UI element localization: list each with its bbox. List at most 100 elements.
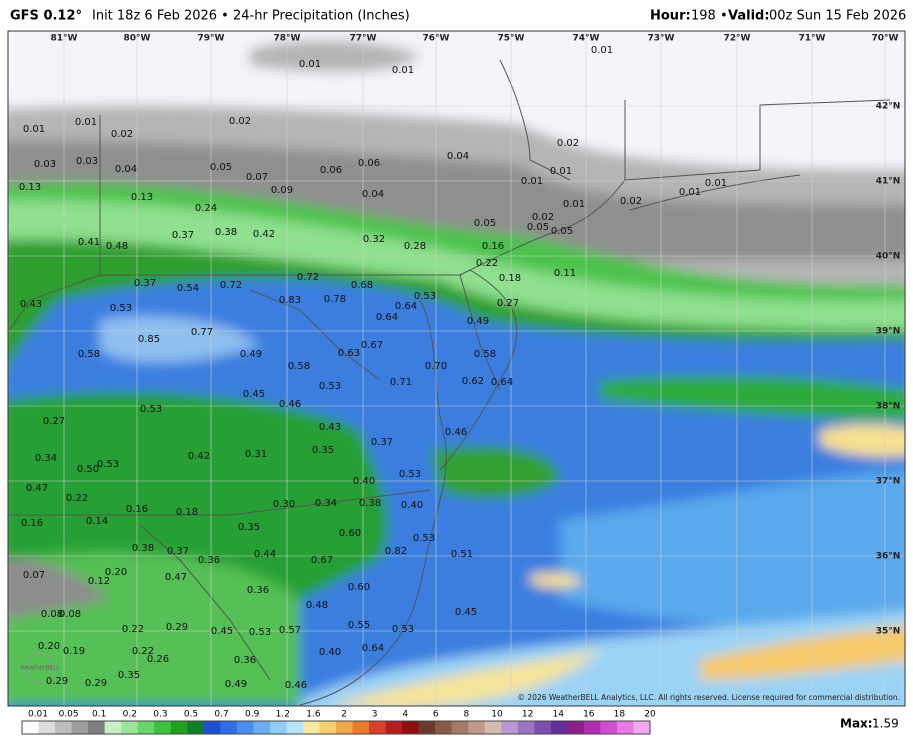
colorbar-swatch [104,721,122,734]
colorbar-swatch [501,721,519,734]
precip-value: 0.62 [462,376,484,387]
colorbar-swatch [203,721,221,734]
precip-value: 0.53 [413,533,435,544]
precip-value: 0.26 [147,654,169,665]
colorbar-swatch [567,721,585,734]
precip-value: 0.47 [26,483,48,494]
colorbar-swatch [236,721,254,734]
colorbar-swatch [154,721,172,734]
colorbar-tick-label: 4 [402,710,408,720]
longitude-label: 77°W [350,34,377,44]
precip-value: 0.05 [210,162,232,173]
precip-value: 0.34 [315,498,337,509]
longitude-label: 80°W [124,34,151,44]
longitude-label: 81°W [51,34,78,44]
precip-value: 0.45 [211,626,233,637]
precip-value: 0.01 [563,199,585,210]
colorbar-swatch [88,721,106,734]
colorbar-swatch [435,721,453,734]
precip-value: 0.35 [238,522,260,533]
precip-value: 0.01 [591,45,613,56]
colorbar-swatch [137,721,155,734]
colorbar-tick-label: 18 [614,710,626,720]
precip-value: 0.36 [234,655,256,666]
colorbar-tick-label: 8 [464,710,470,720]
colorbar-swatch [633,721,651,734]
precip-value: 0.34 [35,453,57,464]
colorbar-swatch [319,721,337,734]
colorbar-tick-label: 1.2 [276,710,290,720]
precip-value: 0.43 [319,422,341,433]
precip-value: 0.47 [165,572,187,583]
precip-value: 0.01 [521,176,543,187]
precip-value: 0.40 [319,647,341,658]
precip-value: 0.72 [297,272,319,283]
precip-value: 0.38 [215,227,237,238]
colorbar-swatch [418,721,436,734]
colorbar-swatch [534,721,552,734]
precip-value: 0.46 [445,427,467,438]
precip-value: 0.27 [43,416,65,427]
map-frame [7,30,906,707]
precip-value: 0.53 [249,627,271,638]
colorbar-tick-label: 0.01 [28,710,48,720]
precip-value: 0.49 [240,349,262,360]
precip-value: 0.53 [414,291,436,302]
colorbar-swatch [583,721,601,734]
precip-value: 0.02 [557,138,579,149]
precip-value: 0.77 [191,327,213,338]
precip-value: 0.55 [348,620,370,631]
hour-value: 198 • [691,9,728,24]
precip-value: 0.78 [324,294,346,305]
precip-value: 0.48 [306,600,328,611]
precip-value: 0.01 [23,124,45,135]
latitude-label: 42°N [876,102,901,112]
precip-value: 0.41 [78,237,100,248]
precip-value: 0.22 [132,646,154,657]
precip-value: 0.04 [362,189,384,200]
precip-value: 0.05 [474,218,496,229]
precip-value: 0.37 [371,437,393,448]
precip-value: 0.63 [338,348,360,359]
valid-value: 00z Sun 15 Feb 2026 [769,9,906,24]
precip-value: 0.24 [195,203,217,214]
longitude-label: 74°W [573,34,600,44]
precip-value: 0.13 [131,192,153,203]
colorbar-swatch [269,721,287,734]
colorbar-swatch [302,721,320,734]
precip-value: 0.29 [85,678,107,689]
colorbar-swatch [600,721,618,734]
latitude-label: 38°N [876,402,901,412]
colorbar-swatch [352,721,370,734]
longitude-label: 79°W [198,34,225,44]
precip-value: 0.03 [34,159,56,170]
precip-value: 0.12 [88,576,110,587]
logo: WeatherBELL [20,665,61,672]
longitude-label: 73°W [648,34,675,44]
longitude-label: 71°W [799,34,826,44]
precip-value: 0.22 [476,258,498,269]
latitude-label: 36°N [876,552,901,562]
precip-value: 0.28 [404,241,426,252]
precip-value: 0.36 [198,555,220,566]
precip-value: 0.54 [177,283,199,294]
precip-value: 0.02 [229,116,251,127]
precip-value: 0.44 [254,549,276,560]
colorbar-tick-label: 16 [583,710,595,720]
precip-value: 0.70 [425,361,447,372]
precip-value: 0.85 [138,334,160,345]
colorbar-tick-label: 0.05 [59,710,79,720]
precip-value: 0.03 [76,156,98,167]
precip-value: 0.09 [271,185,293,196]
longitude-label: 78°W [274,34,301,44]
precip-value: 0.07 [23,570,45,581]
precip-value: 0.40 [353,476,375,487]
colorbar-swatch [220,721,238,734]
precip-value: 0.60 [339,528,361,539]
precip-value: 0.35 [312,445,334,456]
precip-value: 0.02 [111,129,133,140]
colorbar-tick-label: 10 [491,710,503,720]
precip-value: 0.16 [482,241,504,252]
precip-value: 0.67 [311,555,333,566]
